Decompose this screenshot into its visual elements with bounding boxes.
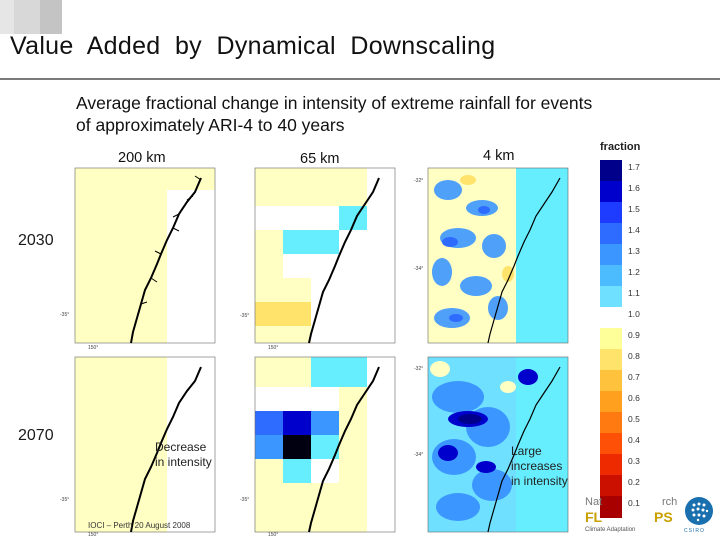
map-200km-2070 [74,356,216,533]
colorbar-tick-label: 0.3 [628,456,640,466]
lat-tick: -32° [414,178,424,184]
colorbar-tick-label: 1.3 [628,246,640,256]
map-4km-2030 [427,167,569,344]
colorbar-swatch [600,202,622,224]
lat-tick: -34° [414,452,424,458]
slide-subtitle: Average fractional change in intensity o… [76,93,593,135]
map-65km-2030 [254,167,396,344]
colorbar-tick-label: 1.4 [628,225,640,235]
lon-tick: 150° [268,345,279,351]
column-header-200km: 200 km [118,150,166,166]
map-4km-2070 [427,356,569,533]
colorbar-ticks: 1.7 1.6 1.5 1.4 1.3 1.2 1.1 1.0 0.9 0.8 0.7 0.6 0.5 0… [628,160,658,517]
colorbar-tick-label: 0.9 [628,330,640,340]
colorbar-swatch [600,265,622,287]
flagship-logo-text: PS [654,509,673,525]
colorbar-swatch [600,307,622,329]
logo-area: Nat rch FL PS Climate Adaptation CSIRO [580,492,720,540]
colorbar-swatch [600,328,622,350]
row-label-2070: 2070 [18,427,54,444]
logo-text-fragment: Nat [585,496,603,508]
map-200km-2030 [74,167,216,344]
column-header-65km: 65 km [300,151,340,167]
colorbar-tick-label: 1.1 [628,288,640,298]
column-header-4km: 4 km [483,148,515,164]
annotation-decrease: Decrease in intensity [155,440,212,469]
colorbar-tick-label: 1.6 [628,183,640,193]
colorbar-tick-label: 1.7 [628,162,640,172]
row-label-2030: 2030 [18,232,54,249]
slide-title: Value Added by Dynamical Downscaling [10,32,496,60]
decorative-corner [0,0,62,34]
colorbar-tick-label: 0.7 [628,372,640,382]
csiro-logo-icon [685,497,713,525]
lon-tick: 150° [268,532,279,538]
colorbar-tick-label: 0.1 [628,498,640,508]
colorbar-tick-label: 1.0 [628,309,640,319]
csiro-text: CSIRO [684,528,705,534]
colorbar-swatch [600,160,622,182]
logo-text-fragment: rch [662,496,678,508]
colorbar-swatch [600,181,622,203]
lon-tick: 150° [88,532,99,538]
legend-title: fraction [600,141,641,153]
colorbar-tick-label: 0.8 [628,351,640,361]
colorbar-swatch [600,223,622,245]
colorbar-swatch [600,391,622,413]
colorbar-tick-label: 0.4 [628,435,640,445]
lat-tick: -32° [414,366,424,372]
flagship-logo-text: FL [585,509,603,525]
annotation-increase: Large increases in intensity [511,444,568,488]
lon-tick: 150° [88,345,99,351]
lat-tick: -35° [240,497,250,503]
lat-tick: -35° [60,497,70,503]
colorbar-swatch [600,244,622,266]
colorbar-swatch [600,349,622,371]
lat-tick: -34° [414,266,424,272]
colorbar-tick-label: 1.5 [628,204,640,214]
colorbar-swatch [600,286,622,308]
map-65km-2070 [254,356,396,533]
colorbar-swatch [600,475,622,497]
climate-adaptation-text: Climate Adaptation [585,527,636,533]
colorbar-swatch [600,433,622,455]
colorbar-tick-label: 0.2 [628,477,640,487]
colorbar-tick-label: 0.5 [628,414,640,424]
colorbar-swatch [600,370,622,392]
colorbar-tick-label: 1.2 [628,267,640,277]
colorbar-swatch [600,454,622,476]
colorbar-swatch [600,496,622,518]
title-divider [0,78,720,80]
colorbar-swatch [600,412,622,434]
lat-tick: -35° [240,313,250,319]
footer-text: IOCI – Perth 20 August 2008 [88,521,191,530]
colorbar-tick-label: 0.6 [628,393,640,403]
lat-tick: -35° [60,312,70,318]
colorbar [600,160,622,518]
